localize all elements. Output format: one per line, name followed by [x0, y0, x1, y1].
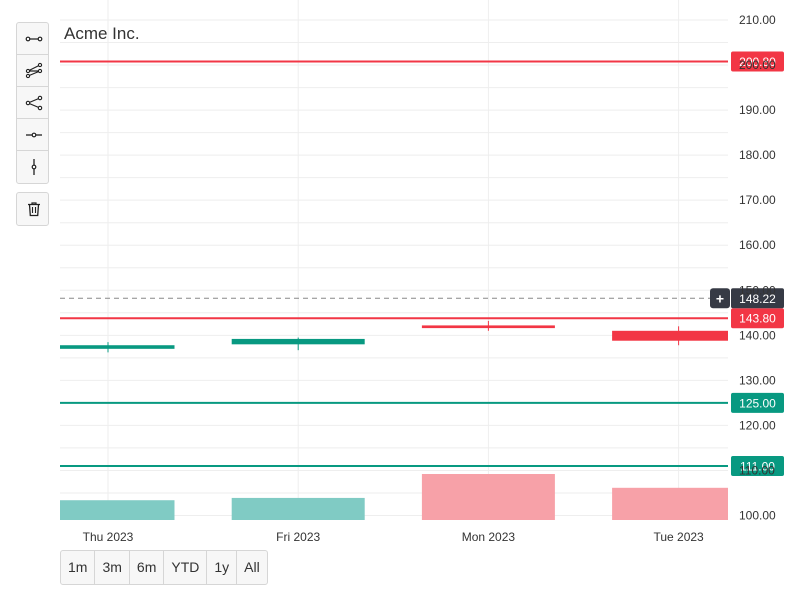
- range-1m-button[interactable]: 1m: [61, 551, 96, 584]
- vertical-line-icon: [31, 159, 36, 175]
- price-lines: 200.80 143.80 125.00 111.00: [60, 51, 784, 476]
- price-line-label: 125.00: [739, 396, 776, 410]
- drawing-tools-group: [16, 22, 49, 184]
- range-6m-button[interactable]: 6m: [130, 551, 165, 584]
- delete-drawings-button[interactable]: [17, 193, 48, 225]
- candle-body: [421, 325, 555, 329]
- crosshair-price-badge: [731, 288, 784, 309]
- x-tick-label: Mon 2023: [462, 530, 516, 544]
- y-axis: 100.00 110.00 120.00 130.00 140.00 150.00 160.…: [739, 13, 776, 522]
- y-tick-label: 170.00: [739, 193, 776, 207]
- volume-bar: [60, 500, 175, 520]
- polyline-icon: [25, 62, 42, 78]
- horizontal-line-icon: [25, 132, 42, 137]
- y-tick-label: 140.00: [739, 328, 776, 342]
- drawing-toolbar: [16, 22, 49, 226]
- y-tick-label: 210.00: [739, 13, 776, 27]
- range-3m-button[interactable]: 3m: [95, 551, 130, 584]
- x-tick-label: Fri 2023: [276, 530, 320, 544]
- range-all-button[interactable]: All: [244, 559, 260, 575]
- line-icon: [25, 36, 42, 41]
- price-line-badge: [731, 392, 784, 413]
- volume-bar: [231, 497, 365, 520]
- candle-body: [60, 345, 175, 349]
- y-tick-label: 180.00: [739, 148, 776, 162]
- vertical-line-tool-button[interactable]: [17, 151, 48, 183]
- x-axis: Thu 2023 Fri 2023 Mon 2023 Tue 2023: [83, 530, 704, 544]
- y-tick-label: 160.00: [739, 238, 776, 252]
- chart-grid: [60, 0, 728, 520]
- price-line-label: 200.80: [739, 55, 776, 69]
- range-ytd-button[interactable]: YTD: [164, 551, 208, 584]
- price-line-badge: [731, 308, 784, 329]
- volume-bar: [421, 474, 555, 520]
- y-tick-label: 150.00: [739, 283, 776, 297]
- y-tick-label: 120.00: [739, 418, 776, 432]
- delete-tools-group: [16, 192, 49, 226]
- volume-bar: [612, 487, 728, 520]
- crosshair-plus-button: [710, 288, 730, 309]
- y-tick-label: 100.00: [739, 508, 776, 522]
- polyline-tool-button[interactable]: [17, 55, 48, 87]
- fork-tool-button[interactable]: [17, 87, 48, 119]
- line-tool-button[interactable]: [17, 23, 48, 55]
- price-line-label: 111.00: [740, 459, 775, 473]
- chart-title: Acme Inc.: [64, 24, 140, 43]
- candle-body: [231, 338, 365, 345]
- price-line-label: 143.80: [739, 312, 776, 326]
- y-tick-label: 110.00: [739, 463, 775, 477]
- trash-icon: [27, 202, 40, 217]
- y-tick-label: 200.00: [739, 58, 776, 72]
- crosshair-plus-icon: +: [716, 290, 724, 306]
- range-1y-button[interactable]: 1y: [207, 551, 238, 584]
- price-line-badge: [731, 51, 784, 72]
- x-tick-label: Thu 2023: [83, 530, 134, 544]
- crosshair: +148.22: [60, 288, 784, 309]
- x-tick-label: Tue 2023: [653, 530, 704, 544]
- y-tick-label: 130.00: [739, 373, 776, 387]
- candle-body: [612, 330, 728, 341]
- crosshair-price-label: 148.22: [739, 292, 776, 306]
- price-line-badge: [731, 455, 784, 476]
- y-tick-label: 190.00: [739, 103, 776, 117]
- range-selector: 1m 3m 6m YTD 1y All: [60, 550, 268, 585]
- horizontal-line-tool-button[interactable]: [17, 119, 48, 151]
- fork-icon: [25, 95, 42, 110]
- volume-bars: [60, 474, 728, 520]
- candlesticks: [60, 320, 728, 353]
